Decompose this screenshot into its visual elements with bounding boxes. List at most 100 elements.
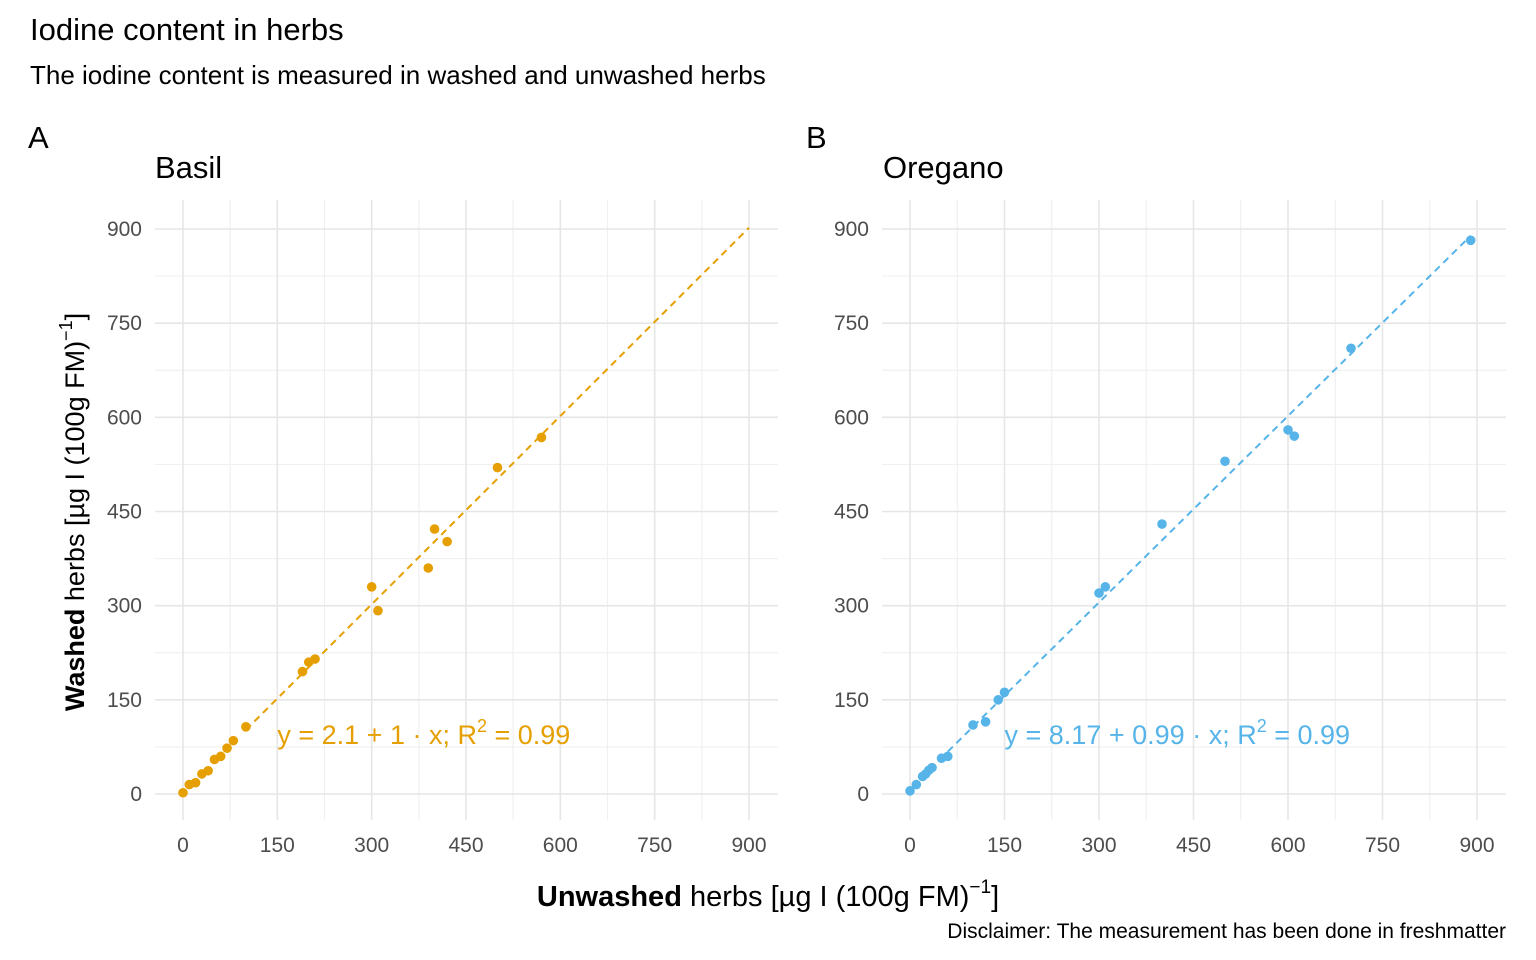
equation-r2-exponent: 2 bbox=[1257, 716, 1267, 736]
data-point bbox=[492, 462, 503, 473]
equation-part: x; bbox=[429, 720, 458, 750]
regression-equation: y = 8.17 + 0.99 · x; R2 = 0.99 bbox=[1005, 716, 1351, 750]
x-axis-label: Unwashed herbs [µg I (100g FM)−1] bbox=[537, 877, 999, 913]
x-tick-label: 750 bbox=[637, 834, 672, 857]
panel-title: Basil bbox=[155, 150, 222, 185]
equation-part: · bbox=[405, 720, 429, 750]
x-axis-label-exponent: −1 bbox=[969, 877, 991, 898]
x-tick-label: 0 bbox=[904, 834, 916, 857]
data-point bbox=[999, 687, 1010, 698]
data-point bbox=[927, 762, 937, 773]
data-point bbox=[190, 777, 201, 788]
panel-oregano: Oregano 0 0 150 150 300 300 450 450 600 600 750 750 9… bbox=[834, 150, 1506, 857]
y-tick-label: 900 bbox=[107, 218, 142, 241]
data-point bbox=[203, 765, 213, 776]
regression-line bbox=[245, 226, 750, 731]
data-point bbox=[228, 735, 239, 746]
data-point bbox=[1289, 431, 1300, 441]
data-point bbox=[241, 722, 251, 732]
y-tick-label: 150 bbox=[834, 689, 869, 712]
data-point bbox=[1157, 519, 1167, 529]
data-point bbox=[366, 582, 377, 592]
data-point bbox=[297, 666, 308, 677]
data-point bbox=[1220, 456, 1230, 467]
x-tick-label: 450 bbox=[1176, 834, 1211, 857]
panel-b-tag: B bbox=[806, 120, 827, 155]
data-point bbox=[178, 787, 188, 798]
data-point bbox=[423, 563, 434, 573]
y-tick-label: 0 bbox=[857, 783, 869, 806]
y-axis-label-bold: Washed bbox=[60, 609, 90, 712]
equation-part: x; bbox=[1209, 720, 1238, 750]
y-tick-label: 600 bbox=[107, 406, 142, 429]
x-tick-label: 900 bbox=[1459, 834, 1494, 857]
y-tick-label: 900 bbox=[834, 218, 869, 241]
data-point bbox=[943, 751, 953, 762]
equation-part: + bbox=[1101, 720, 1132, 750]
y-axis-label-text: herbs [µg I (100g FM) bbox=[60, 341, 90, 609]
panel-title: Oregano bbox=[883, 150, 1004, 185]
data-point bbox=[442, 536, 452, 547]
data-point bbox=[373, 605, 383, 616]
chart-subtitle: The iodine content is measured in washed… bbox=[30, 60, 766, 90]
equation-part: + bbox=[359, 720, 390, 750]
y-tick-label: 300 bbox=[107, 595, 142, 618]
x-axis-label-text: herbs [µg I (100g FM) bbox=[682, 881, 969, 913]
data-point bbox=[222, 743, 232, 753]
y-axis-label: Washed herbs [µg I (100g FM)−1] bbox=[56, 313, 90, 711]
x-tick-label: 300 bbox=[354, 834, 389, 857]
data-point bbox=[1465, 235, 1476, 246]
equation-part: y bbox=[1005, 720, 1019, 750]
y-tick-label: 450 bbox=[834, 501, 869, 524]
x-axis-label-close: ] bbox=[991, 881, 999, 913]
data-point bbox=[993, 695, 1003, 705]
equation-r2-value: = 0.99 bbox=[1267, 720, 1350, 750]
regression-equation: y = 2.1 + 1 · x; R2 = 0.99 bbox=[277, 716, 570, 750]
x-tick-label: 0 bbox=[177, 834, 189, 857]
y-tick-label: 150 bbox=[107, 689, 142, 712]
x-tick-label: 450 bbox=[448, 834, 483, 857]
x-axis-label-bold: Unwashed bbox=[537, 881, 682, 913]
equation-part: 0.99 bbox=[1132, 720, 1185, 750]
panel-basil: Basil 0 0 150 150 300 300 450 450 600 600 750 750 900… bbox=[107, 150, 778, 857]
data-point bbox=[1094, 588, 1104, 598]
equation-part: = bbox=[291, 720, 322, 750]
equation-r2-value: = 0.99 bbox=[487, 720, 570, 750]
equation-part: y bbox=[277, 720, 291, 750]
y-axis-label-exponent: −1 bbox=[56, 320, 76, 341]
data-point bbox=[1100, 582, 1111, 592]
equation-part: = bbox=[1018, 720, 1049, 750]
y-tick-label: 450 bbox=[107, 501, 142, 524]
equation-part: 8.17 bbox=[1049, 720, 1102, 750]
x-tick-label: 600 bbox=[543, 834, 578, 857]
y-tick-label: 750 bbox=[834, 312, 869, 335]
data-point bbox=[1283, 425, 1293, 435]
equation-r2-exponent: 2 bbox=[477, 716, 487, 736]
panel-a-tag: A bbox=[28, 120, 49, 155]
equation-part: R bbox=[457, 720, 477, 750]
regression-line bbox=[947, 235, 1472, 753]
y-tick-label: 600 bbox=[834, 406, 869, 429]
y-tick-label: 750 bbox=[107, 312, 142, 335]
data-point bbox=[911, 779, 922, 790]
chart-caption: Disclaimer: The measurement has been don… bbox=[947, 920, 1506, 943]
x-tick-label: 150 bbox=[987, 834, 1022, 857]
data-point bbox=[1346, 343, 1356, 354]
data-point bbox=[429, 524, 440, 534]
data-point bbox=[536, 432, 547, 443]
y-axis-label-close: ] bbox=[60, 313, 90, 321]
data-point bbox=[968, 720, 978, 730]
equation-part: 1 bbox=[390, 720, 405, 750]
chart-title: Iodine content in herbs bbox=[30, 12, 344, 47]
x-tick-label: 900 bbox=[731, 834, 766, 857]
data-point bbox=[980, 717, 991, 727]
data-point bbox=[905, 786, 915, 796]
x-tick-label: 300 bbox=[1081, 834, 1116, 857]
equation-part: 2.1 bbox=[322, 720, 360, 750]
y-tick-label: 0 bbox=[130, 783, 142, 806]
x-tick-label: 600 bbox=[1270, 834, 1305, 857]
equation-part: R bbox=[1237, 720, 1257, 750]
data-point bbox=[310, 654, 320, 664]
x-tick-label: 150 bbox=[260, 834, 295, 857]
